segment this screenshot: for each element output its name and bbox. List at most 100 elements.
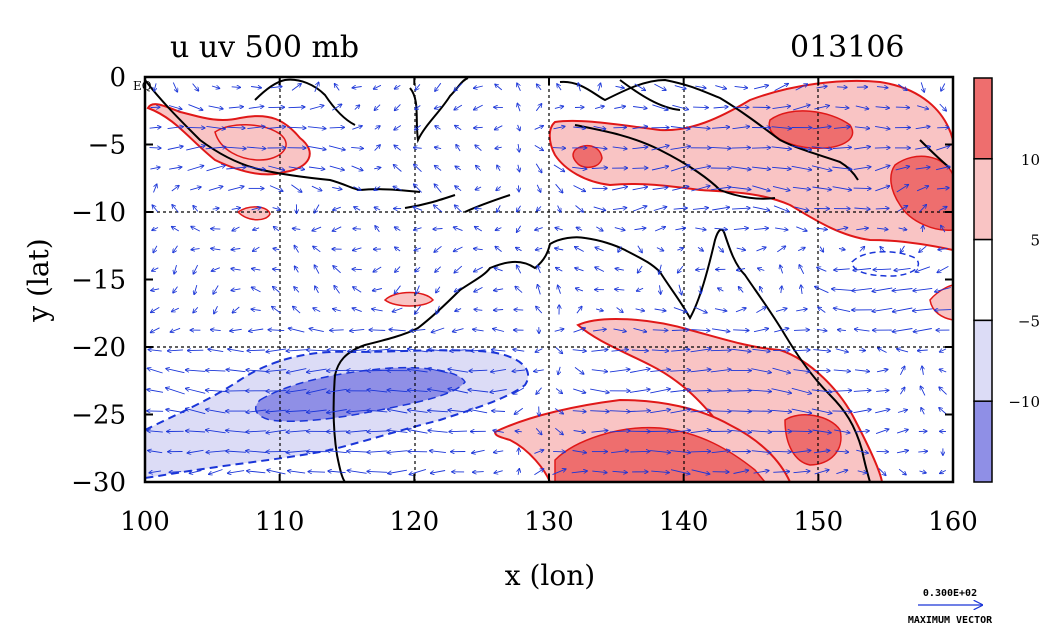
wind-vector bbox=[534, 145, 543, 150]
wind-vector bbox=[166, 369, 185, 374]
colorbar-level-label: −5 bbox=[1018, 312, 1040, 330]
wind-vector bbox=[710, 391, 731, 392]
wind-vector bbox=[835, 451, 849, 452]
wind-vector bbox=[232, 226, 240, 231]
wind-vector bbox=[935, 310, 952, 311]
wind-vector bbox=[153, 184, 157, 193]
wind-vector bbox=[295, 266, 299, 273]
wind-vector bbox=[496, 228, 502, 231]
wind-vector bbox=[206, 390, 226, 392]
wind-vector bbox=[713, 107, 728, 108]
wind-vector bbox=[793, 370, 810, 372]
wind-vector bbox=[771, 388, 792, 393]
wind-vector bbox=[594, 106, 604, 109]
wind-vector bbox=[314, 204, 320, 213]
wind-vector bbox=[573, 431, 585, 433]
wind-vector bbox=[780, 265, 783, 274]
wind-vector bbox=[793, 330, 809, 331]
wind-vector bbox=[335, 84, 340, 91]
wind-vector bbox=[186, 409, 206, 415]
wind-vector bbox=[857, 471, 867, 473]
wind-vector bbox=[288, 107, 305, 108]
wind-vector bbox=[330, 330, 344, 331]
wind-vector bbox=[752, 206, 769, 210]
y-axis-label: y (lat) bbox=[22, 238, 55, 322]
wind-vector bbox=[149, 127, 161, 128]
wind-vector bbox=[267, 470, 286, 475]
wind-vector bbox=[710, 411, 731, 412]
wind-vector bbox=[230, 329, 242, 331]
wind-vector bbox=[247, 166, 265, 170]
wind-vector bbox=[651, 471, 669, 473]
wind-vector bbox=[734, 86, 748, 88]
wind-vector bbox=[576, 288, 584, 291]
wind-vector bbox=[558, 205, 561, 212]
wind-vector bbox=[590, 411, 609, 412]
wind-vector bbox=[153, 245, 158, 253]
wind-vector bbox=[353, 308, 362, 313]
wind-vector bbox=[772, 167, 790, 169]
wind-vector bbox=[474, 249, 483, 250]
wind-vector bbox=[415, 266, 421, 271]
wind-vector bbox=[591, 431, 608, 433]
wind-vector bbox=[714, 309, 726, 311]
wind-vector bbox=[872, 287, 893, 291]
wind-vector bbox=[518, 124, 520, 130]
x-tick-label: 100 bbox=[120, 507, 170, 537]
wind-vector bbox=[226, 127, 245, 128]
wind-vector bbox=[415, 305, 421, 314]
wind-vector bbox=[388, 451, 408, 453]
wind-vector bbox=[670, 430, 690, 433]
wind-vector bbox=[876, 390, 888, 391]
wind-vector bbox=[938, 207, 947, 212]
wind-vector bbox=[854, 147, 870, 150]
wind-vector bbox=[690, 451, 711, 452]
wind-vector bbox=[691, 330, 710, 331]
wind-vector bbox=[593, 206, 606, 211]
wind-vector bbox=[674, 85, 686, 89]
wind-vector bbox=[793, 471, 810, 473]
wind-vector bbox=[172, 205, 179, 213]
wind-vector bbox=[732, 127, 750, 129]
wind-vector bbox=[875, 409, 889, 414]
wind-vector bbox=[367, 390, 388, 393]
wind-vector bbox=[516, 248, 522, 251]
wind-vector bbox=[938, 249, 948, 250]
wind-vector bbox=[799, 265, 805, 275]
colorbar-labels: 10 5 −5 −10 bbox=[1008, 151, 1040, 411]
wind-vector bbox=[148, 451, 163, 453]
wind-vector bbox=[573, 185, 586, 192]
wind-vector bbox=[333, 309, 341, 311]
wind-vector bbox=[212, 267, 220, 271]
wind-vector bbox=[793, 350, 809, 351]
wind-vector bbox=[151, 327, 160, 333]
wind-vector bbox=[753, 85, 768, 90]
wind-vector bbox=[811, 165, 831, 171]
wind-vector bbox=[592, 147, 606, 149]
wind-vector bbox=[537, 266, 540, 274]
wind-vector bbox=[394, 187, 402, 191]
wind-vector bbox=[735, 308, 746, 313]
wind-vector bbox=[266, 348, 287, 352]
wind-vector bbox=[408, 430, 428, 434]
wind-vector bbox=[247, 471, 266, 473]
wind-vector bbox=[690, 430, 711, 434]
wind-vector bbox=[615, 289, 625, 290]
wind-vector bbox=[172, 82, 177, 92]
wind-vector bbox=[494, 310, 504, 311]
wind-vector bbox=[327, 370, 347, 371]
wind-vector bbox=[535, 428, 541, 434]
wind-vector bbox=[314, 83, 319, 92]
wind-vector bbox=[435, 106, 442, 108]
wind-vector bbox=[670, 451, 690, 453]
wind-vector bbox=[517, 265, 522, 274]
wind-vector bbox=[472, 449, 485, 453]
wind-vector bbox=[916, 266, 931, 272]
wind-vector bbox=[231, 87, 240, 88]
wind-vector bbox=[492, 411, 506, 412]
wind-vector bbox=[538, 285, 541, 295]
wind-vector bbox=[690, 166, 711, 171]
wind-vector bbox=[752, 349, 769, 351]
wind-vector bbox=[693, 107, 708, 108]
wind-vector bbox=[633, 327, 647, 331]
